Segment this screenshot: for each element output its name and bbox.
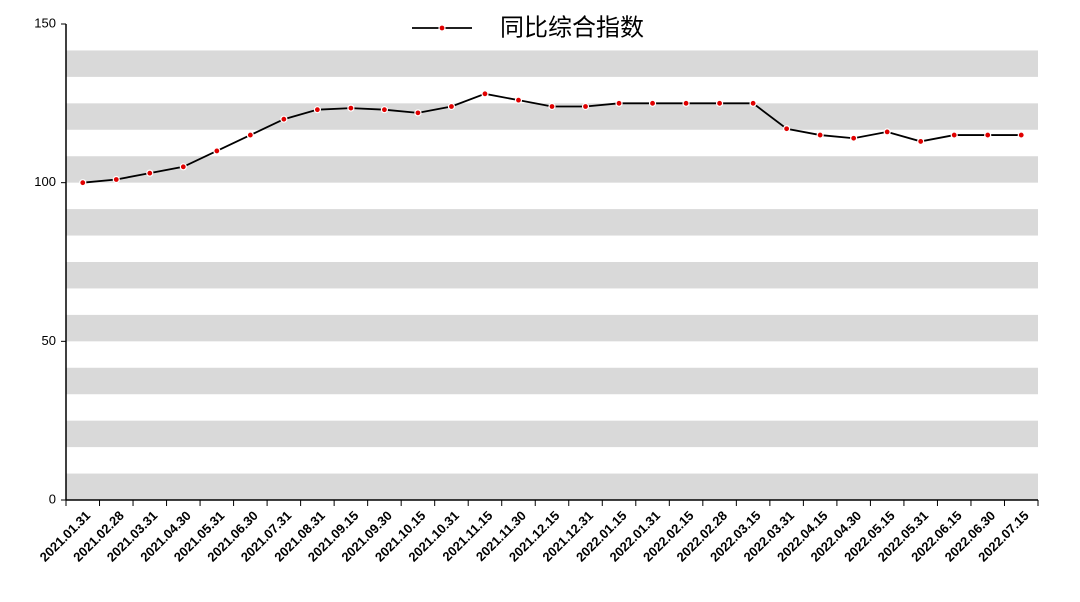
point [581,102,590,111]
legend-marker [438,24,446,32]
stripe [66,262,1038,289]
point [648,99,657,107]
y-tick-label: 0 [49,491,56,506]
point [682,99,690,107]
background-bands [66,50,1038,500]
point [347,104,355,112]
point [615,99,623,107]
stripe [66,473,1038,500]
stripe [66,420,1038,448]
point [548,102,556,111]
stripe [66,367,1038,395]
point [179,163,187,171]
y-tick-label: 100 [34,174,56,189]
point [514,96,523,104]
point [146,169,154,177]
point [749,99,757,107]
point [280,115,288,123]
point [246,131,254,139]
point [816,131,824,139]
point [380,106,389,114]
point [481,90,489,98]
stripe [66,156,1038,183]
point [715,99,724,107]
point [1017,131,1025,139]
point [984,131,992,139]
legend-label: 同比综合指数 [500,14,644,41]
point [313,106,321,114]
y-tick-label: 150 [34,15,56,30]
point [850,134,858,142]
point [447,102,456,111]
point [213,147,221,155]
stripe [66,209,1038,236]
point [883,128,891,136]
point [112,175,120,184]
point [79,179,87,187]
stripe [66,50,1038,77]
y-tick-label: 50 [42,333,56,348]
point [917,137,925,146]
point [414,109,422,117]
point [783,125,791,133]
stripe [66,314,1038,342]
point [950,131,958,139]
